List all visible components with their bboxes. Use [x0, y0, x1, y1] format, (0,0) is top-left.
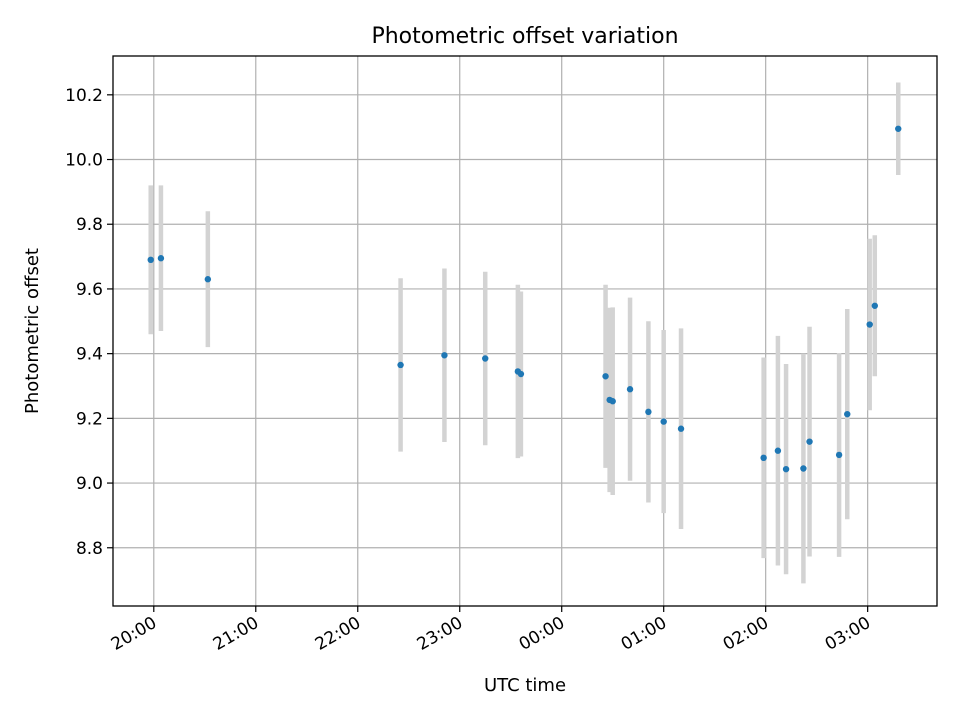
y-tick-label: 8.8	[76, 539, 103, 559]
data-point	[800, 465, 807, 472]
y-tick-label: 9.2	[76, 409, 103, 429]
x-tick-label: 03:00	[822, 613, 874, 655]
x-tick-label: 22:00	[312, 613, 364, 655]
data-point	[602, 373, 609, 380]
data-point	[677, 425, 685, 432]
data-point	[844, 410, 851, 418]
data-point	[866, 321, 873, 328]
x-axis-label: UTC time	[484, 675, 566, 696]
data-point	[441, 352, 448, 359]
data-point	[517, 370, 525, 378]
x-tick-label: 00:00	[516, 613, 568, 655]
data-point	[895, 125, 902, 132]
data-point	[835, 451, 843, 459]
grid-layer	[113, 56, 937, 606]
data-point	[609, 398, 616, 405]
chart-title: Photometric offset variation	[371, 24, 678, 49]
y-tick-label: 9.4	[76, 345, 103, 365]
x-tick-label: 21:00	[210, 613, 262, 655]
data-point	[760, 454, 767, 462]
y-tick-label: 10.2	[65, 86, 103, 106]
data-point	[626, 386, 634, 393]
data-point	[645, 408, 652, 416]
data-point	[204, 276, 212, 283]
point-layer	[147, 125, 902, 473]
errorbar-layer	[148, 82, 901, 584]
data-point	[660, 418, 667, 425]
y-tick-label: 9.8	[76, 215, 103, 235]
data-point	[157, 255, 165, 262]
x-tick-label: 20:00	[108, 613, 160, 655]
data-point	[482, 355, 489, 362]
data-point	[147, 256, 154, 264]
data-point	[806, 438, 813, 445]
x-tick-label: 01:00	[618, 613, 670, 655]
x-tick-label: 23:00	[414, 613, 466, 655]
plot-frame	[112, 55, 938, 607]
y-tick-label: 9.6	[76, 280, 103, 300]
y-axis-label: Photometric offset	[22, 248, 43, 414]
y-tick-label: 10.0	[65, 151, 103, 171]
data-point	[871, 302, 878, 309]
data-point	[774, 447, 782, 454]
tick-layer: 20:00 21:00 22:00 23:00 00:00 01:00 02:00 03:00…	[65, 86, 874, 655]
y-tick-label: 9.0	[76, 474, 103, 494]
data-point	[397, 361, 404, 369]
x-tick-label: 02:00	[720, 613, 772, 655]
data-point	[782, 465, 790, 473]
